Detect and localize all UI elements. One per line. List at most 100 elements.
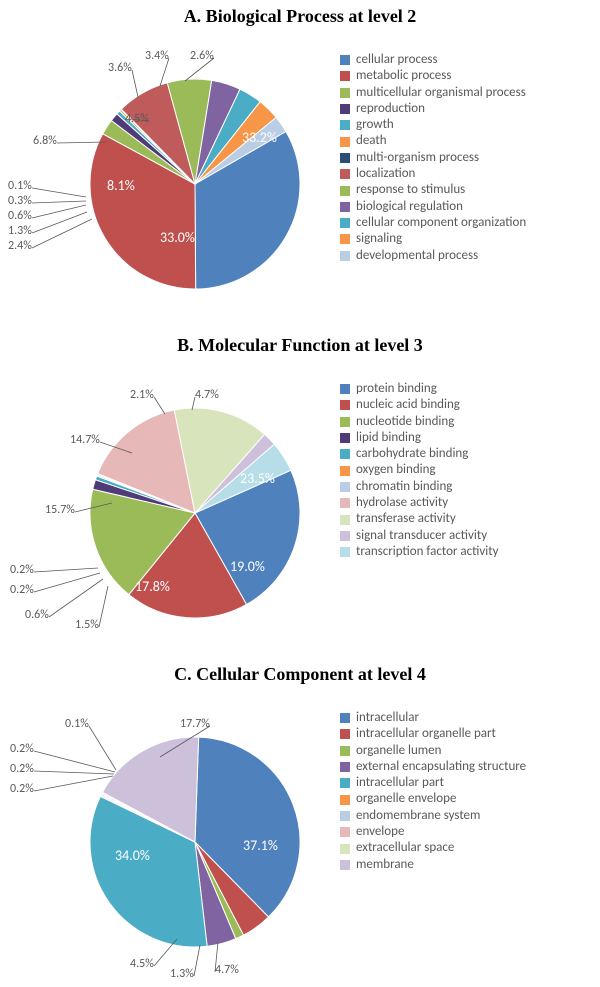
legend-label: developmental process bbox=[356, 249, 478, 263]
legend-item: extracellular space bbox=[340, 841, 570, 855]
legend-label: carbohydrate binding bbox=[356, 447, 468, 461]
leader-line bbox=[32, 212, 87, 233]
legend-swatch bbox=[340, 498, 350, 508]
figure: A. Biological Process at level 2 33.2%33… bbox=[0, 6, 600, 987]
legend-swatch bbox=[340, 531, 350, 541]
legend-label: cellular process bbox=[356, 53, 438, 67]
legend-swatch bbox=[340, 778, 350, 788]
legend-item: carbohydrate binding bbox=[340, 447, 570, 461]
pie-chart bbox=[0, 687, 340, 987]
legend-label: organelle envelope bbox=[356, 792, 456, 806]
legend-label: nucleotide binding bbox=[356, 415, 454, 429]
legend-label: multicellular organismal process bbox=[356, 86, 526, 100]
legend-label: envelope bbox=[356, 825, 404, 839]
legend-item: external encapsulating structure bbox=[340, 760, 570, 774]
legend-label: signaling bbox=[356, 232, 402, 246]
legend-item: developmental process bbox=[340, 249, 570, 263]
leader-line bbox=[89, 726, 116, 770]
panel-a-row: 33.2%33.0%2.4%1.3%0.6%0.3%0.1%8.1%6.8%4.… bbox=[0, 29, 600, 329]
legend-item: signal transducer activity bbox=[340, 529, 570, 543]
legend-item: organelle lumen bbox=[340, 744, 570, 758]
legend-swatch bbox=[340, 482, 350, 492]
legend-item: multi-organism process bbox=[340, 151, 570, 165]
legend-swatch bbox=[340, 120, 350, 130]
legend-label: signal transducer activity bbox=[356, 529, 487, 543]
legend-swatch bbox=[340, 515, 350, 525]
legend-item: protein binding bbox=[340, 382, 570, 396]
slice-label: 2.6% bbox=[190, 49, 214, 63]
legend-label: extracellular space bbox=[356, 841, 454, 855]
slice-label: 8.1% bbox=[107, 177, 135, 194]
slice-label: 0.2% bbox=[10, 742, 34, 756]
legend-item: envelope bbox=[340, 825, 570, 839]
leader-line bbox=[49, 579, 103, 617]
panel-c: C. Cellular Component at level 4 37.1%4.… bbox=[0, 664, 600, 987]
legend-swatch bbox=[340, 860, 350, 870]
legend-item: nucleic acid binding bbox=[340, 398, 570, 412]
legend-item: nucleotide binding bbox=[340, 415, 570, 429]
legend-item: biological regulation bbox=[340, 200, 570, 214]
slice-label: 0.2% bbox=[10, 583, 34, 597]
leader-line bbox=[34, 568, 98, 572]
legend-item: metabolic process bbox=[340, 69, 570, 83]
legend-swatch bbox=[340, 827, 350, 837]
slice-label: 4.5% bbox=[130, 957, 154, 971]
legend-item: endomembrane system bbox=[340, 809, 570, 823]
legend-item: localization bbox=[340, 167, 570, 181]
panel-b-title: B. Molecular Function at level 3 bbox=[0, 335, 600, 356]
slice-label: 4.7% bbox=[215, 963, 239, 977]
leader-line bbox=[132, 70, 138, 97]
slice-label: 34.0% bbox=[115, 847, 150, 864]
legend-label: death bbox=[356, 134, 387, 148]
legend-item: transferase activity bbox=[340, 512, 570, 526]
slice-label: 0.1% bbox=[65, 717, 89, 731]
legend-label: intracellular part bbox=[356, 776, 444, 790]
legend-swatch bbox=[340, 234, 350, 244]
legend-item: membrane bbox=[340, 858, 570, 872]
legend-item: death bbox=[340, 134, 570, 148]
slice-label: 2.1% bbox=[130, 388, 154, 402]
legend-label: metabolic process bbox=[356, 69, 451, 83]
legend-label: reproduction bbox=[356, 102, 425, 116]
legend-item: chromatin binding bbox=[340, 480, 570, 494]
slice-label: 1.3% bbox=[8, 224, 32, 238]
slice-label: 17.8% bbox=[135, 578, 170, 595]
leader-line bbox=[34, 776, 113, 791]
slice-label: 0.3% bbox=[8, 194, 32, 208]
legend-label: nucleic acid binding bbox=[356, 398, 460, 412]
panel-a-title: A. Biological Process at level 2 bbox=[0, 6, 600, 27]
leader-line bbox=[32, 188, 86, 197]
legend-swatch bbox=[340, 71, 350, 81]
legend-swatch bbox=[340, 466, 350, 476]
legend-label: intracellular bbox=[356, 711, 419, 725]
legend-label: external encapsulating structure bbox=[356, 760, 526, 774]
slice-label: 14.7% bbox=[70, 433, 100, 447]
slice-label: 1.5% bbox=[75, 618, 99, 632]
legend-item: lipid binding bbox=[340, 431, 570, 445]
legend-swatch bbox=[340, 547, 350, 557]
legend-item: organelle envelope bbox=[340, 792, 570, 806]
legend-swatch bbox=[340, 400, 350, 410]
leader-line bbox=[32, 205, 86, 218]
legend-swatch bbox=[340, 384, 350, 394]
legend-swatch bbox=[340, 811, 350, 821]
legend-swatch bbox=[340, 153, 350, 163]
panel-c-chart: 37.1%4.7%1.3%4.5%34.0%0.2%0.2%0.2%0.1%17… bbox=[0, 687, 340, 987]
legend-swatch bbox=[340, 55, 350, 65]
legend-swatch bbox=[340, 202, 350, 212]
legend-label: chromatin binding bbox=[356, 480, 452, 494]
legend-swatch bbox=[340, 449, 350, 459]
slice-label: 0.2% bbox=[10, 762, 34, 776]
slice-label: 0.2% bbox=[10, 563, 34, 577]
legend-item: cellular component organization bbox=[340, 216, 570, 230]
legend-item: oxygen binding bbox=[340, 463, 570, 477]
slice-label: 0.6% bbox=[25, 608, 49, 622]
panel-a-chart: 33.2%33.0%2.4%1.3%0.6%0.3%0.1%8.1%6.8%4.… bbox=[0, 29, 340, 329]
legend-swatch bbox=[340, 218, 350, 228]
slice-label: 19.0% bbox=[230, 558, 265, 575]
legend-item: signaling bbox=[340, 232, 570, 246]
leader-line bbox=[99, 586, 108, 627]
slice-label: 0.2% bbox=[10, 782, 34, 796]
leader-line bbox=[34, 751, 115, 772]
legend-swatch bbox=[340, 104, 350, 114]
